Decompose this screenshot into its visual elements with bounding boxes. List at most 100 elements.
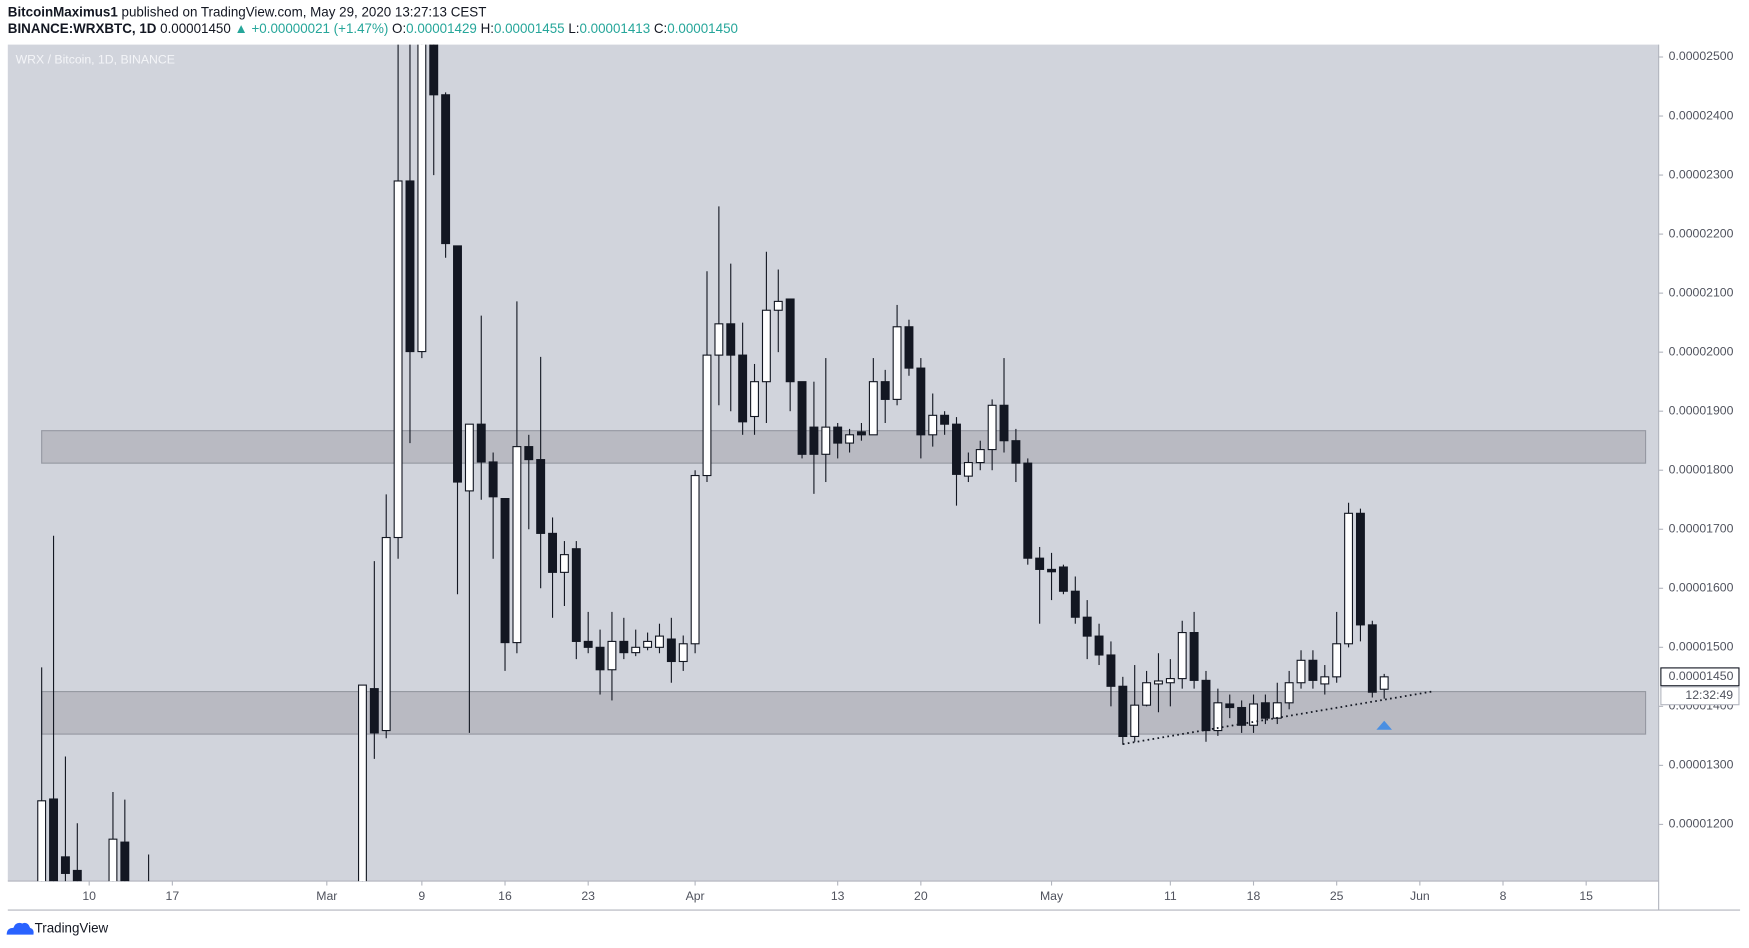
x-tick-label: 13 — [831, 889, 845, 903]
candle-body — [145, 883, 153, 889]
y-tick-label: 0.00001200 — [1669, 817, 1734, 831]
header-line-2: BINANCE:WRXBTC, 1D 0.00001450 ▲ +0.00000… — [8, 21, 738, 36]
x-tick-label: 18 — [1247, 889, 1261, 903]
candle-body — [1070, 590, 1080, 618]
x-tick-label: May — [1040, 889, 1064, 903]
candle-body — [1177, 632, 1187, 680]
candle-body — [856, 431, 866, 436]
candle-body — [833, 426, 843, 444]
candle-body — [1332, 643, 1342, 678]
candle-body — [963, 461, 973, 477]
candle-body — [975, 449, 985, 464]
candle-body — [1058, 566, 1068, 592]
close: 0.00001450 — [667, 21, 738, 36]
candle-body — [619, 640, 629, 654]
candle-body — [726, 323, 736, 356]
header-line-1: BitcoinMaximus1 published on TradingView… — [8, 4, 487, 19]
last-price: 0.00001450 — [160, 21, 231, 36]
candle-body — [940, 414, 950, 425]
candle-body — [1023, 462, 1033, 559]
candle-body — [631, 646, 641, 654]
author: BitcoinMaximus1 — [8, 4, 119, 19]
marker-triangle — [1376, 720, 1393, 730]
candle-body — [393, 180, 403, 539]
candle-body — [952, 423, 961, 475]
y-tick-label: 0.00001700 — [1669, 521, 1734, 535]
candle-body — [500, 498, 510, 644]
x-tick-label: 16 — [498, 889, 512, 903]
candle-body — [785, 298, 795, 383]
open: 0.00001429 — [406, 21, 477, 36]
x-tick-label: Mar — [316, 889, 337, 903]
candle-body — [1201, 679, 1211, 732]
zone — [41, 430, 1647, 464]
candle-body — [1260, 702, 1270, 719]
candle-body — [916, 367, 926, 436]
last-price-label: 0.00001450 — [1669, 669, 1734, 683]
candle-body — [987, 404, 997, 451]
brand[interactable]: TradingView — [35, 921, 109, 936]
candle-body — [845, 434, 855, 444]
candle-body — [1296, 659, 1306, 684]
zone — [41, 691, 1647, 735]
candle-body — [678, 643, 688, 663]
countdown: 12:32:49 — [1685, 688, 1733, 702]
candle-body — [60, 856, 70, 874]
candle-body — [1106, 654, 1116, 687]
high: 0.00001455 — [494, 21, 565, 36]
candle-body — [1189, 632, 1199, 681]
change: ▲ +0.00000021 (+1.47%) — [235, 21, 389, 36]
y-tick-label: 0.00001900 — [1669, 403, 1734, 417]
candle-body — [1213, 702, 1223, 732]
x-tick-label: 17 — [166, 889, 180, 903]
candle-body — [809, 426, 819, 455]
candle-body — [488, 461, 498, 498]
x-tick-label: 11 — [1164, 889, 1177, 903]
candle-body — [643, 640, 653, 648]
candle-body — [405, 180, 415, 353]
candle-body — [1118, 685, 1128, 738]
candle-body — [453, 245, 462, 483]
candle-body — [797, 381, 807, 455]
candle-body — [1165, 678, 1175, 684]
candle-body — [1320, 676, 1330, 685]
x-tick-label: 8 — [1500, 889, 1507, 903]
candle-body — [904, 326, 914, 369]
candle-body — [714, 323, 724, 356]
candle-body — [1249, 703, 1258, 726]
candle-body — [357, 684, 367, 882]
c-label: C: — [654, 21, 667, 36]
candle-body — [892, 326, 902, 400]
candle-body — [476, 423, 486, 463]
plot — [37, 44, 1647, 889]
candle-body — [369, 688, 379, 734]
y-tick-label: 0.00001800 — [1669, 462, 1734, 476]
candle-body — [928, 414, 938, 436]
candle-body — [1225, 703, 1235, 709]
candle-body — [1130, 704, 1140, 738]
trendline — [1122, 690, 1432, 746]
candle-body — [1047, 568, 1057, 573]
candle-body — [1344, 512, 1354, 645]
candle-body — [441, 94, 451, 245]
candle-body — [1142, 682, 1152, 706]
candle-body — [1379, 676, 1389, 690]
candle-body — [773, 300, 783, 311]
candle-body — [524, 446, 534, 461]
y-tick-label: 0.00002100 — [1669, 285, 1734, 299]
y-tick-label: 0.00002300 — [1669, 167, 1734, 181]
o-label: O: — [392, 21, 406, 36]
candle-body — [1308, 659, 1318, 681]
candle-body — [738, 354, 748, 423]
candle-body — [1284, 682, 1294, 704]
l-label: L: — [568, 21, 579, 36]
candle-body — [417, 44, 427, 353]
h-label: H: — [481, 21, 494, 36]
candle-body — [690, 474, 700, 645]
candle-body — [761, 309, 771, 383]
candle-body — [108, 838, 118, 882]
candle-body — [1154, 680, 1163, 685]
x-tick-label: 9 — [418, 889, 425, 903]
